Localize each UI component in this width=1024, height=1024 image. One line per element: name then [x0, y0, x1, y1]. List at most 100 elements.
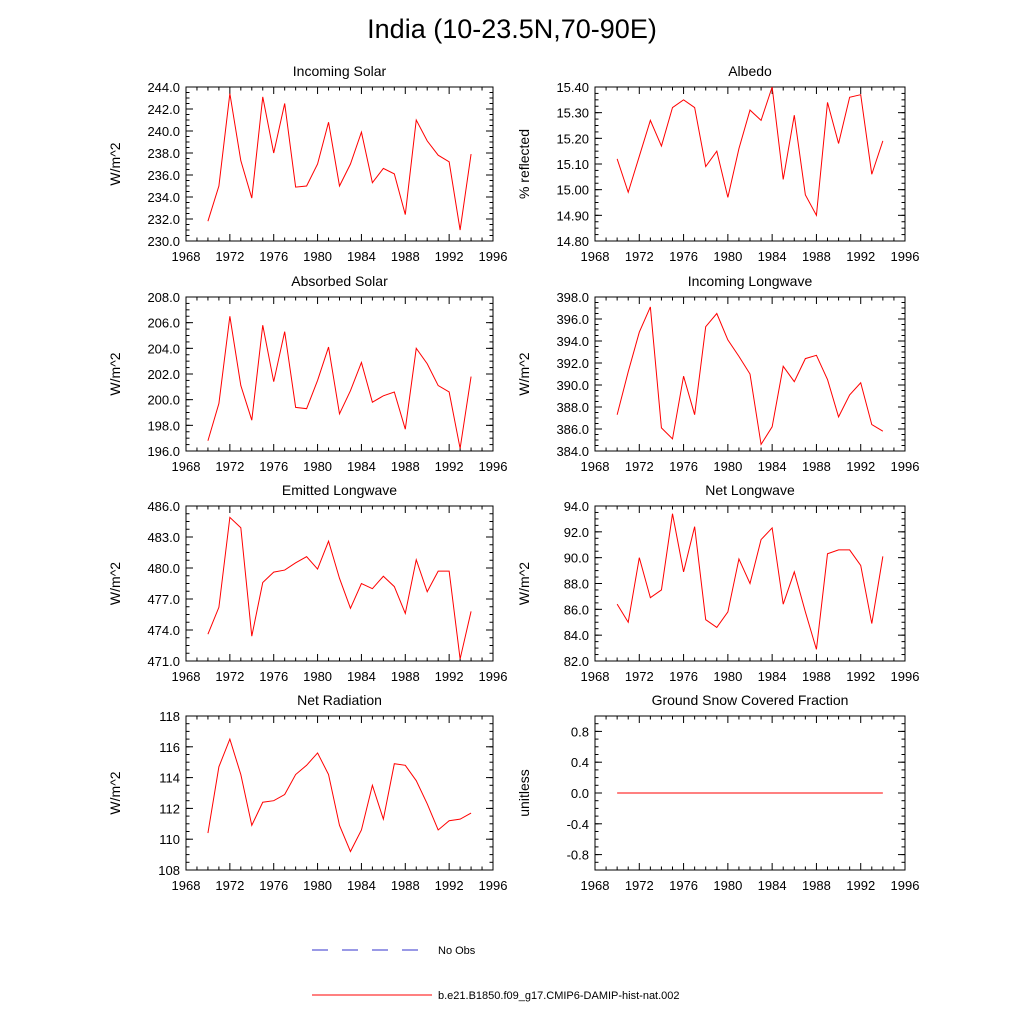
panel-title: Emitted Longwave — [282, 482, 397, 498]
y-axis-label: unitless — [516, 769, 532, 816]
x-tick-label: 1992 — [846, 669, 875, 684]
y-tick-label: 14.90 — [556, 208, 589, 223]
x-tick-label: 1980 — [713, 459, 742, 474]
panel-title: Incoming Longwave — [688, 273, 813, 289]
panel-4: Incoming Longwave W/m^2 1968 1972 1976 1980 19… — [516, 273, 919, 474]
y-axis-label: W/m^2 — [107, 352, 123, 395]
x-tick-label: 1984 — [347, 249, 376, 264]
y-tick-label: 390.0 — [556, 378, 589, 393]
y-tick-label: 196.0 — [147, 444, 180, 459]
x-tick-label: 1992 — [846, 878, 875, 893]
y-tick-label: 242.0 — [147, 102, 180, 117]
x-tick-label: 1996 — [891, 249, 920, 264]
x-tick-label: 1976 — [669, 459, 698, 474]
y-tick-label: 0.8 — [571, 724, 589, 739]
x-tick-label: 1996 — [479, 459, 508, 474]
y-tick-label: 0.4 — [571, 755, 589, 770]
y-tick-label: 398.0 — [556, 290, 589, 305]
x-tick-label: 1968 — [172, 249, 201, 264]
y-axis-label: W/m^2 — [107, 142, 123, 185]
x-tick-label: 1972 — [625, 669, 654, 684]
x-tick-label: 1972 — [215, 459, 244, 474]
y-tick-label: 86.0 — [564, 602, 589, 617]
y-tick-label: 198.0 — [147, 418, 180, 433]
y-tick-label: 15.30 — [556, 106, 589, 121]
y-axis-label: W/m^2 — [107, 771, 123, 814]
x-tick-label: 1972 — [625, 459, 654, 474]
y-tick-label: 112 — [159, 801, 180, 816]
series-line — [616, 306, 884, 446]
x-tick-label: 1984 — [347, 459, 376, 474]
y-tick-label: 234.0 — [147, 190, 180, 205]
x-tick-label: 1980 — [303, 459, 332, 474]
x-tick-label: 1984 — [347, 878, 376, 893]
x-tick-label: 1968 — [581, 878, 610, 893]
x-tick-label: 1984 — [758, 669, 787, 684]
y-tick-label: 244.0 — [147, 80, 180, 95]
x-tick-label: 1968 — [172, 669, 201, 684]
y-tick-label: 394.0 — [556, 334, 589, 349]
panel-7: Net Radiation W/m^2 1968 1972 1976 1980 1984 19… — [107, 692, 507, 893]
x-tick-label: 1992 — [846, 249, 875, 264]
y-tick-label: -0.4 — [567, 817, 589, 832]
y-axis-label: % reflected — [516, 129, 532, 199]
x-tick-label: 1976 — [259, 669, 288, 684]
x-tick-label: 1988 — [802, 669, 831, 684]
x-tick-label: 1992 — [846, 459, 875, 474]
y-tick-label: 486.0 — [147, 499, 180, 514]
y-tick-label: 392.0 — [556, 356, 589, 371]
y-tick-label: 483.0 — [147, 530, 180, 545]
panel-5: Emitted Longwave W/m^2 1968 1972 1976 1980 198… — [107, 482, 507, 684]
x-tick-label: 1980 — [713, 878, 742, 893]
plot-frame — [185, 505, 494, 662]
x-tick-label: 1996 — [479, 669, 508, 684]
x-tick-label: 1984 — [758, 459, 787, 474]
panel-title: Net Longwave — [705, 482, 795, 498]
y-tick-label: 90.0 — [564, 551, 589, 566]
y-tick-label: 384.0 — [556, 444, 589, 459]
y-tick-label: 116 — [159, 740, 180, 755]
x-tick-label: 1972 — [215, 878, 244, 893]
x-tick-label: 1972 — [215, 669, 244, 684]
x-tick-label: 1980 — [713, 669, 742, 684]
y-tick-label: 88.0 — [564, 577, 589, 592]
x-tick-label: 1976 — [669, 249, 698, 264]
x-tick-label: 1980 — [303, 249, 332, 264]
y-tick-label: 236.0 — [147, 168, 180, 183]
panel-title: Albedo — [728, 63, 772, 79]
y-tick-label: 14.80 — [556, 234, 589, 249]
x-tick-label: 1988 — [391, 878, 420, 893]
x-tick-label: 1996 — [479, 249, 508, 264]
y-axis-label: W/m^2 — [516, 352, 532, 395]
y-tick-label: 15.20 — [556, 131, 589, 146]
x-tick-label: 1996 — [891, 878, 920, 893]
plot-frame — [185, 296, 494, 452]
panel-title: Net Radiation — [297, 692, 382, 708]
series-line — [207, 737, 472, 853]
y-tick-label: 208.0 — [147, 290, 180, 305]
plot-frame — [185, 715, 494, 871]
x-tick-label: 1980 — [303, 669, 332, 684]
y-tick-label: 396.0 — [556, 312, 589, 327]
x-tick-label: 1968 — [172, 878, 201, 893]
x-tick-label: 1972 — [625, 249, 654, 264]
y-tick-label: 200.0 — [147, 393, 180, 408]
x-tick-label: 1980 — [713, 249, 742, 264]
x-tick-label: 1972 — [625, 878, 654, 893]
x-tick-label: 1996 — [479, 878, 508, 893]
series-line — [207, 516, 472, 660]
x-tick-label: 1988 — [802, 249, 831, 264]
x-tick-label: 1988 — [391, 669, 420, 684]
y-axis-label: W/m^2 — [516, 562, 532, 605]
y-tick-label: 474.0 — [147, 623, 180, 638]
panel-2: Albedo % reflected 1968 1972 1976 1980 1984 198… — [516, 63, 919, 264]
x-tick-label: 1988 — [391, 459, 420, 474]
x-tick-label: 1976 — [259, 249, 288, 264]
y-tick-label: 230.0 — [147, 234, 180, 249]
y-tick-label: 92.0 — [564, 525, 589, 540]
y-tick-label: 471.0 — [147, 654, 180, 669]
legend-label-model: b.e21.B1850.f09_g17.CMIP6-DAMIP-hist-nat… — [438, 990, 680, 1002]
x-tick-label: 1968 — [581, 459, 610, 474]
y-axis-label: W/m^2 — [107, 562, 123, 605]
